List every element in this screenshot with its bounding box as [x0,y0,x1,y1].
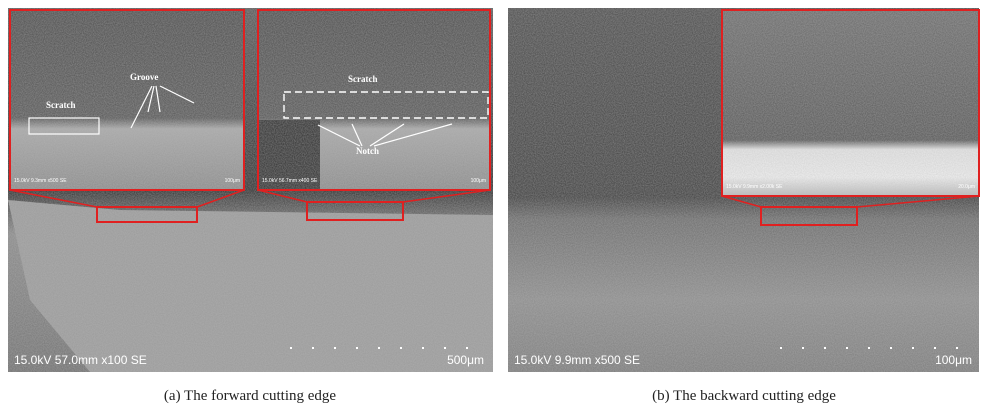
scale-label: 100μm [225,178,240,184]
scale-label: 100μm [471,178,486,184]
caption: (b) The backward cutting edge [652,388,836,404]
sem-info: 15.0kV 9.3mm x500 SE [14,178,67,184]
page: 15.0kV 57.0mm x100 SE 500μm Groove Scrat… [0,0,983,417]
label: Scratch [46,100,76,110]
caption: (a) The forward cutting edge [164,388,336,404]
sem-info: 15.0kV 56.7mm x400 SE [262,178,318,184]
texture [258,10,490,190]
panel-b: 15.0kV 9.9mm x2.00k SE 20.0μm 15.0kV 9.9… [508,8,979,372]
label: Scratch [348,74,378,84]
scale-label: 20.0μm [958,184,975,190]
label: Groove [130,72,158,82]
scale-label: 100μm [935,353,972,367]
sem-info: 15.0kV 57.0mm x100 SE [14,353,147,367]
panel-a: 15.0kV 57.0mm x100 SE 500μm Groove Scrat… [8,8,493,372]
sem-info: 15.0kV 9.9mm x500 SE [514,353,640,367]
scale-label: 500μm [447,353,484,367]
figure: 15.0kV 57.0mm x100 SE 500μm Groove Scrat… [0,0,983,417]
texture [722,10,979,196]
sem-info: 15.0kV 9.9mm x2.00k SE [726,184,783,190]
label: Notch [356,146,379,156]
